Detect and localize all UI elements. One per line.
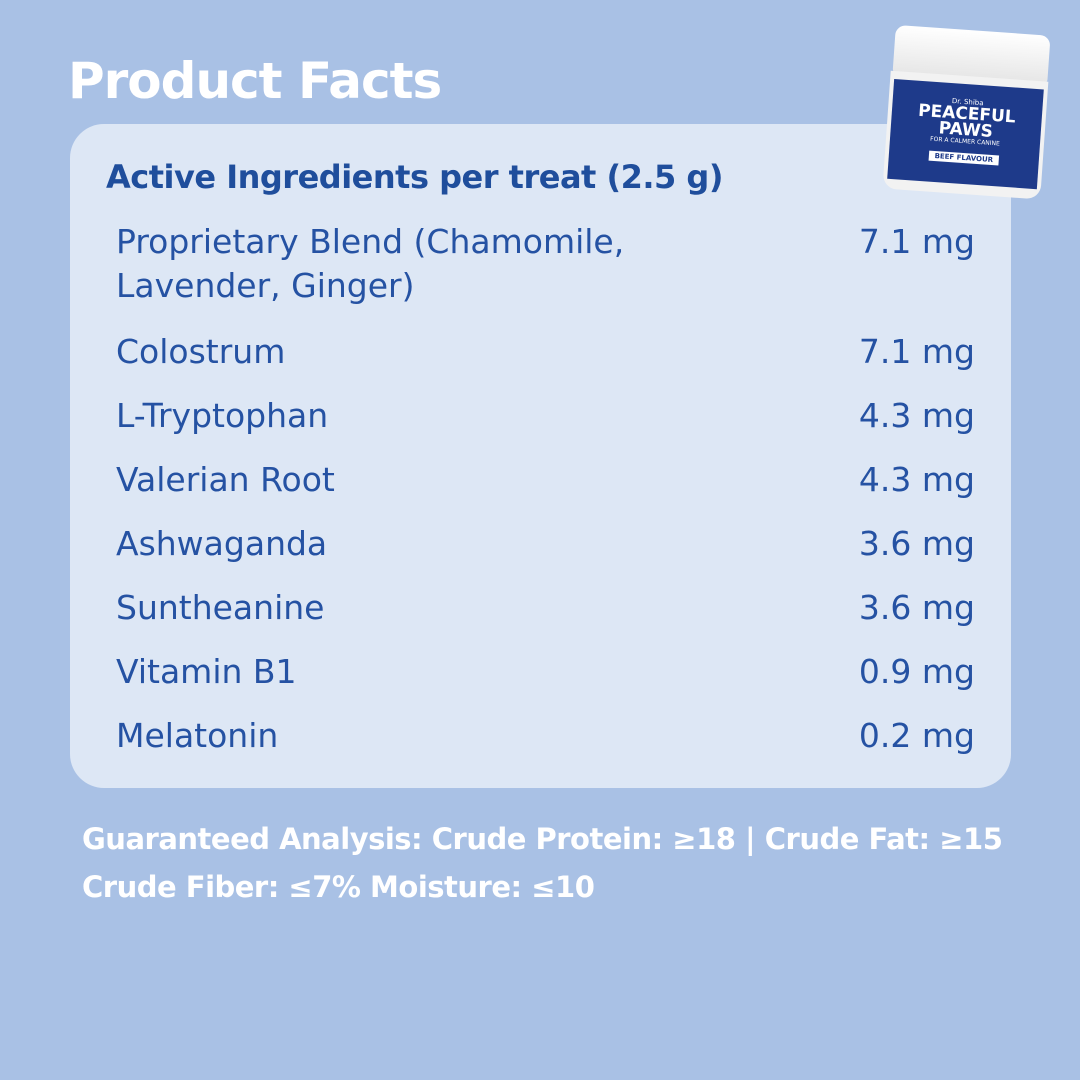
- ingredient-amount: 4.3 mg: [858, 460, 975, 499]
- ingredient-row: Colostrum 7.1 mg: [116, 330, 975, 374]
- ingredient-name: Suntheanine: [116, 588, 325, 627]
- jar-label: Dr. Shiba PEACEFUL PAWS FOR A CALMER CAN…: [887, 78, 1044, 190]
- ingredient-name: Valerian Root: [116, 460, 335, 499]
- ingredient-row: L-Tryptophan 4.3 mg: [116, 394, 975, 438]
- ingredient-amount: 4.3 mg: [858, 396, 975, 435]
- ingredient-name: Colostrum: [116, 332, 286, 371]
- ingredient-amount: 7.1 mg: [858, 332, 975, 371]
- ingredient-row: Valerian Root 4.3 mg: [116, 458, 975, 502]
- analysis-line-1: Guaranteed Analysis: Crude Protein: ≥18 …: [82, 822, 1003, 856]
- ingredient-amount: 0.2 mg: [858, 716, 975, 755]
- ingredient-name: Ashwaganda: [116, 524, 328, 563]
- ingredient-amount: 3.6 mg: [858, 524, 975, 563]
- ingredient-amount: 3.6 mg: [858, 588, 975, 627]
- flavour-badge: BEEF FLAVOUR: [928, 150, 1000, 166]
- ingredient-amount: 7.1 mg: [858, 222, 975, 261]
- ingredient-name: Melatonin: [116, 716, 279, 755]
- product-jar-image: Dr. Shiba PEACEFUL PAWS FOR A CALMER CAN…: [874, 24, 1055, 200]
- analysis-line-2: Crude Fiber: ≤7% Moisture: ≤10: [82, 870, 595, 904]
- guaranteed-analysis: Guaranteed Analysis: Crude Protein: ≥18 …: [82, 815, 1003, 911]
- ingredient-name: L-Tryptophan: [116, 396, 329, 435]
- ingredient-row: Suntheanine 3.6 mg: [116, 586, 975, 630]
- ingredient-row: Melatonin 0.2 mg: [116, 714, 975, 758]
- ingredient-row: Vitamin B1 0.9 mg: [116, 650, 975, 694]
- ingredient-row: Proprietary Blend (Chamomile, Lavender, …: [116, 220, 975, 308]
- page-title: Product Facts: [68, 52, 442, 110]
- ingredient-amount: 0.9 mg: [858, 652, 975, 691]
- ingredient-name: Proprietary Blend (Chamomile, Lavender, …: [116, 222, 625, 305]
- jar-body: Dr. Shiba PEACEFUL PAWS FOR A CALMER CAN…: [882, 70, 1049, 200]
- ingredient-name: Vitamin B1: [116, 652, 297, 691]
- ingredients-heading: Active Ingredients per treat (2.5 g): [106, 158, 723, 196]
- ingredients-card: Active Ingredients per treat (2.5 g) Pro…: [70, 124, 1011, 788]
- ingredient-row: Ashwaganda 3.6 mg: [116, 522, 975, 566]
